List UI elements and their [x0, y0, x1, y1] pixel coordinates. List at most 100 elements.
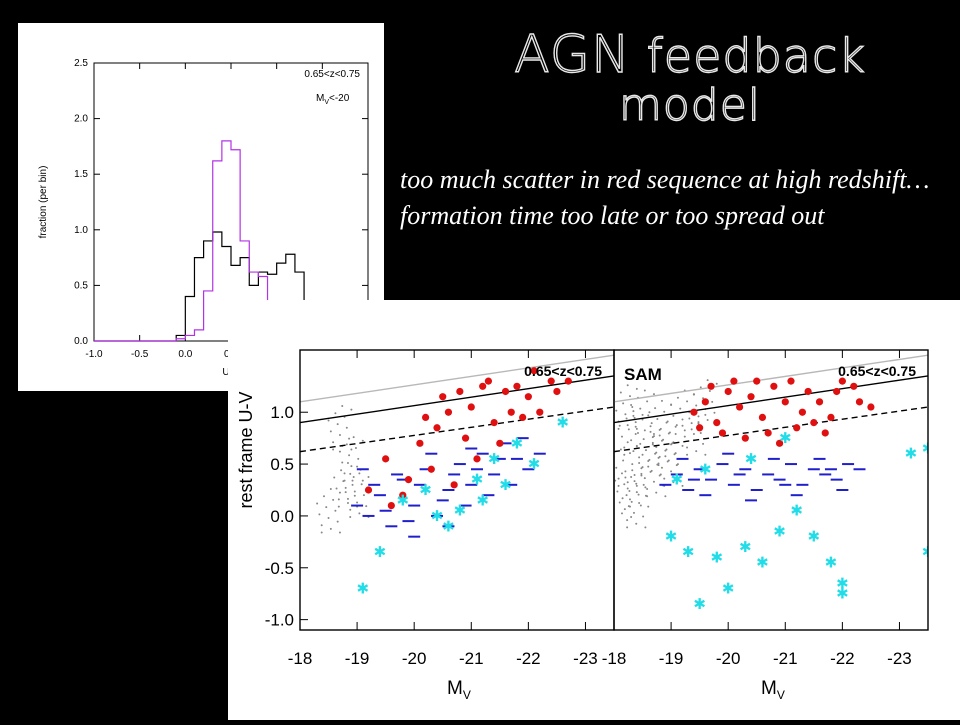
gray-point: [668, 431, 671, 434]
gray-point: [630, 476, 633, 479]
gray-point: [641, 413, 644, 416]
gray-point: [658, 455, 661, 458]
gray-point: [644, 526, 647, 529]
gray-point: [353, 494, 356, 497]
gray-point: [327, 419, 330, 422]
gray-point: [360, 483, 363, 486]
gray-point: [646, 495, 649, 498]
gray-point: [702, 442, 705, 445]
red-point: [724, 387, 732, 396]
gray-point: [686, 400, 689, 403]
gray-point: [322, 495, 325, 498]
red-point: [427, 465, 435, 473]
gray-point: [617, 484, 620, 487]
red-point: [747, 393, 755, 401]
gray-point: [713, 411, 716, 414]
gray-point: [630, 515, 633, 518]
cyan-star-point: ✱: [922, 441, 935, 458]
gray-point: [659, 473, 662, 476]
gray-point: [690, 428, 693, 431]
gray-point: [665, 448, 668, 451]
gray-point: [626, 424, 629, 427]
cyan-star-point: ✱: [682, 544, 695, 561]
gray-point: [343, 472, 346, 475]
gray-point: [697, 415, 700, 418]
cyan-star-point: ✱: [511, 435, 524, 452]
gray-point: [325, 506, 328, 509]
gray-point: [695, 450, 698, 453]
gray-point: [628, 452, 631, 455]
hist-ytick-label: 2.0: [74, 114, 88, 125]
gray-point: [649, 425, 652, 428]
red-point: [827, 413, 835, 422]
cyan-star-point: ✱: [756, 555, 769, 572]
red-point: [501, 387, 510, 396]
red-point: [484, 377, 492, 385]
red-point: [444, 408, 453, 416]
reference-line-solid: [300, 375, 614, 424]
gray-point: [623, 453, 626, 456]
gray-point: [344, 491, 347, 494]
gray-point: [622, 459, 625, 462]
gray-point: [652, 480, 655, 483]
gray-point: [618, 424, 621, 427]
gray-point: [650, 422, 653, 425]
gray-point: [660, 399, 663, 402]
gray-point: [352, 476, 355, 479]
red-point: [810, 418, 818, 427]
red-point: [775, 439, 784, 447]
red-point: [855, 398, 864, 406]
red-point: [713, 418, 721, 427]
red-point: [513, 382, 521, 390]
hist-xtick-label: 0.0: [178, 349, 192, 360]
gray-point: [647, 505, 650, 508]
gray-point: [626, 526, 629, 529]
gray-point: [679, 407, 682, 410]
gray-point: [610, 498, 612, 500]
gray-point: [639, 442, 642, 445]
scatter-ylabel: rest frame U-V: [236, 391, 256, 508]
gray-point: [647, 414, 650, 417]
gray-point: [646, 487, 649, 490]
scatter-xtick-label: -21: [459, 649, 484, 668]
gray-point: [348, 454, 351, 457]
gray-point: [335, 487, 338, 490]
gray-point: [356, 465, 359, 468]
gray-point: [626, 519, 629, 522]
gray-point: [633, 473, 636, 476]
cyan-star-point: ✱: [779, 430, 792, 447]
cyan-star-point: ✱: [693, 596, 706, 613]
gray-point: [338, 434, 341, 437]
gray-point: [637, 493, 640, 496]
red-point: [404, 476, 413, 484]
gray-point: [338, 531, 341, 534]
gray-point: [676, 463, 679, 466]
gray-point: [652, 393, 655, 396]
scatter-right-plot-area: ✱✱✱✱✱✱✱✱✱✱✱✱✱✱ ✱✱✱✱✱✱✱✱: [610, 354, 935, 618]
gray-point: [632, 450, 635, 453]
red-point: [833, 387, 841, 396]
gray-point: [655, 451, 658, 454]
scatter-panels: ✱ ✱ ✱ ✱ ✱ ✱ ✱ ✱ ✱ ✱ ✱ ✱ ✱ ✱ -18 -19 -20 -21 -22 -23 1.0 0.5 0.…: [228, 300, 960, 720]
red-point: [467, 403, 475, 411]
hist-ytick-label: 1.0: [74, 225, 88, 236]
red-point: [730, 377, 738, 385]
red-point: [364, 486, 373, 494]
red-point: [547, 377, 555, 385]
red-point: [690, 408, 698, 416]
gray-point: [639, 407, 642, 410]
gray-point: [623, 483, 626, 486]
red-point: [793, 424, 801, 432]
gray-point: [655, 491, 658, 494]
red-point: [850, 382, 858, 390]
gray-point: [683, 429, 686, 432]
gray-point: [633, 416, 636, 419]
scatter-xtick-label: -22: [830, 649, 855, 668]
gray-point: [655, 445, 658, 448]
gray-point: [643, 477, 646, 480]
hist-ytick-label: 0.5: [74, 280, 88, 291]
gray-point: [635, 445, 638, 448]
gray-point: [647, 465, 650, 468]
gray-point: [338, 450, 341, 453]
gray-point: [626, 384, 629, 387]
